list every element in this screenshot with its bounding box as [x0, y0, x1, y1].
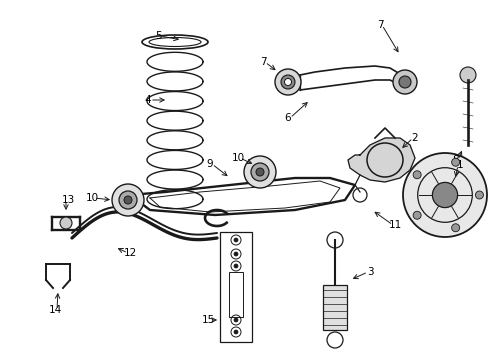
- Circle shape: [234, 318, 238, 322]
- Text: 14: 14: [49, 305, 62, 315]
- Circle shape: [251, 163, 269, 181]
- Text: 5: 5: [155, 31, 161, 41]
- Text: 9: 9: [207, 159, 213, 169]
- Text: 11: 11: [389, 220, 402, 230]
- Bar: [229, 272, 243, 317]
- Bar: [323, 285, 347, 330]
- Text: 6: 6: [285, 113, 292, 123]
- Text: 15: 15: [201, 315, 215, 325]
- Text: 7: 7: [377, 20, 383, 30]
- Text: 8: 8: [453, 155, 459, 165]
- Circle shape: [413, 171, 421, 179]
- Circle shape: [403, 153, 487, 237]
- Circle shape: [256, 168, 264, 176]
- Circle shape: [393, 70, 417, 94]
- Text: 12: 12: [123, 248, 137, 258]
- Circle shape: [452, 224, 460, 232]
- Text: 10: 10: [85, 193, 98, 203]
- Circle shape: [460, 67, 476, 83]
- Circle shape: [234, 264, 238, 268]
- Text: 7: 7: [260, 57, 266, 67]
- Circle shape: [475, 191, 484, 199]
- Circle shape: [285, 78, 292, 86]
- Circle shape: [60, 217, 72, 229]
- Circle shape: [432, 183, 458, 208]
- Text: 10: 10: [231, 153, 245, 163]
- Circle shape: [399, 76, 411, 88]
- Text: 2: 2: [412, 133, 418, 143]
- Circle shape: [452, 158, 460, 166]
- Circle shape: [413, 211, 421, 219]
- Circle shape: [275, 69, 301, 95]
- Text: 3: 3: [367, 267, 373, 277]
- Text: 4: 4: [145, 95, 151, 105]
- Circle shape: [119, 191, 137, 209]
- Circle shape: [112, 184, 144, 216]
- Text: 13: 13: [61, 195, 74, 205]
- Circle shape: [234, 238, 238, 242]
- Polygon shape: [348, 138, 415, 182]
- Circle shape: [281, 75, 295, 89]
- Circle shape: [244, 156, 276, 188]
- Circle shape: [234, 330, 238, 334]
- Circle shape: [124, 196, 132, 204]
- Bar: [220, 232, 252, 342]
- Text: 1: 1: [457, 160, 464, 170]
- Circle shape: [234, 252, 238, 256]
